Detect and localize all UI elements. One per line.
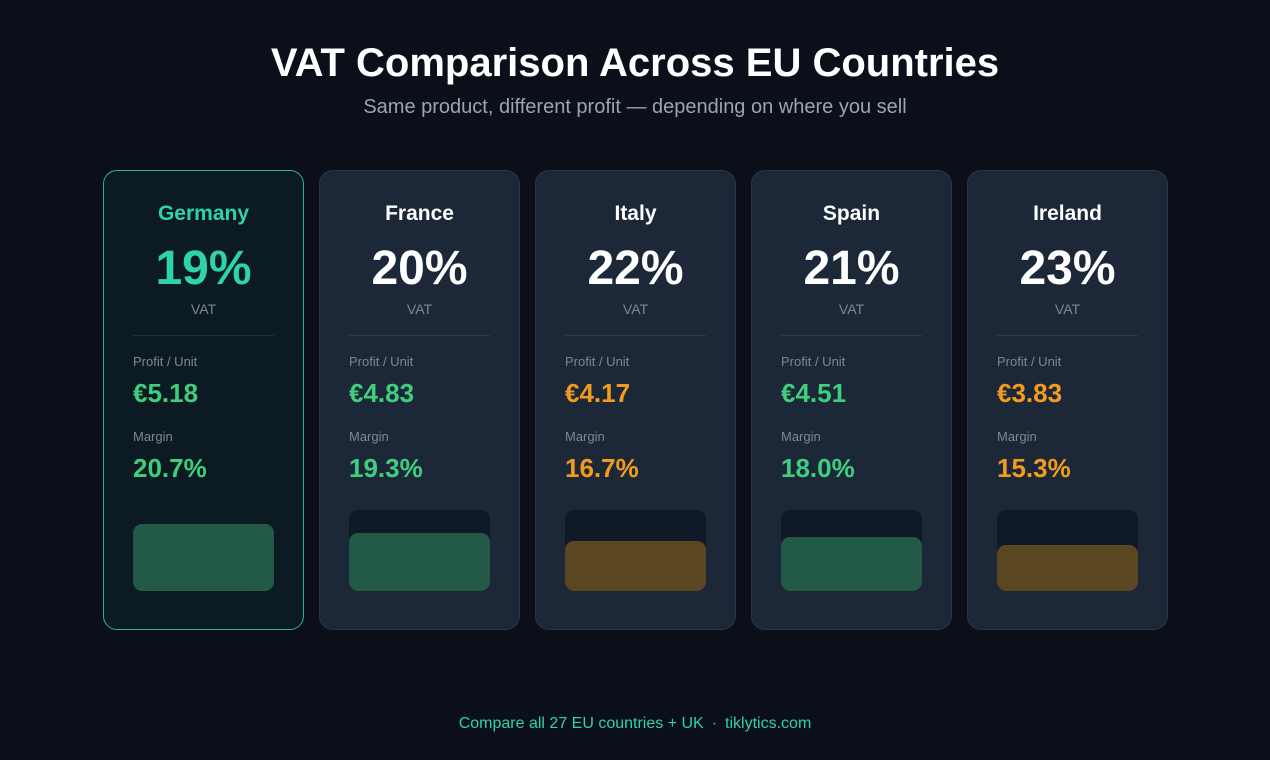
profit-value: €4.83 (349, 378, 415, 408)
margin-bar (133, 524, 274, 591)
page-subtitle: Same product, different profit — dependi… (363, 96, 907, 118)
country-name: France (385, 202, 454, 225)
margin-value: 19.3% (349, 453, 423, 483)
margin-bar (997, 545, 1138, 591)
vat-label: VAT (1054, 301, 1081, 317)
margin-label: Margin (349, 429, 389, 444)
margin-bar (781, 537, 922, 591)
margin-bar (349, 533, 490, 591)
card-spain[interactable]: Spain 21% VAT Profit / Unit €4.51 Margin… (751, 170, 952, 630)
margin-value: 15.3% (997, 453, 1071, 483)
margin-value: 16.7% (565, 453, 639, 483)
margin-bar-track (781, 510, 922, 591)
vat-label: VAT (622, 301, 649, 317)
vat-label: VAT (838, 301, 865, 317)
profit-label: Profit / Unit (781, 354, 846, 369)
vat-rate: 23% (1019, 242, 1116, 295)
country-name: Ireland (1033, 202, 1102, 225)
margin-bar-track (133, 510, 274, 591)
vat-rate: 21% (803, 242, 900, 295)
vat-rate: 20% (371, 242, 468, 295)
profit-label: Profit / Unit (565, 354, 630, 369)
country-name: Italy (614, 202, 657, 225)
profit-label: Profit / Unit (349, 354, 414, 369)
margin-bar-track (997, 510, 1138, 591)
divider (349, 335, 490, 336)
footer: Compare all 27 EU countries + UK · tiklyti… (0, 714, 1270, 734)
margin-bar (565, 541, 706, 591)
profit-label: Profit / Unit (133, 354, 198, 369)
margin-value: 20.7% (133, 453, 207, 483)
margin-label: Margin (565, 429, 605, 444)
vat-label: VAT (406, 301, 433, 317)
footer-cta[interactable]: Compare all 27 EU countries + UK (458, 715, 704, 732)
vat-rate: 19% (155, 242, 252, 295)
divider (781, 335, 922, 336)
margin-label: Margin (781, 429, 821, 444)
divider (565, 335, 706, 336)
profit-value: €5.18 (133, 378, 199, 408)
footer-site-link[interactable]: tiklytics.com (725, 715, 812, 732)
margin-label: Margin (133, 429, 173, 444)
country-name: Germany (157, 202, 250, 225)
margin-value: 18.0% (781, 453, 855, 483)
card-ireland[interactable]: Ireland 23% VAT Profit / Unit €3.83 Marg… (967, 170, 1168, 630)
card-italy[interactable]: Italy 22% VAT Profit / Unit €4.17 Margin… (535, 170, 736, 630)
footer-separator: · (711, 715, 718, 732)
card-france[interactable]: France 20% VAT Profit / Unit €4.83 Margi… (319, 170, 520, 630)
country-cards: Germany 19% VAT Profit / Unit €5.18 Marg… (103, 170, 1169, 632)
country-name: Spain (822, 202, 881, 225)
vat-label: VAT (190, 301, 217, 317)
card-germany[interactable]: Germany 19% VAT Profit / Unit €5.18 Marg… (103, 170, 304, 630)
profit-value: €3.83 (997, 378, 1063, 408)
page-title: VAT Comparison Across EU Countries (270, 41, 1000, 85)
divider (133, 335, 274, 336)
profit-value: €4.17 (565, 378, 631, 408)
profit-value: €4.51 (781, 378, 847, 408)
margin-label: Margin (997, 429, 1037, 444)
margin-bar-track (565, 510, 706, 591)
profit-label: Profit / Unit (997, 354, 1062, 369)
vat-rate: 22% (587, 242, 684, 295)
margin-bar-track (349, 510, 490, 591)
divider (997, 335, 1138, 336)
